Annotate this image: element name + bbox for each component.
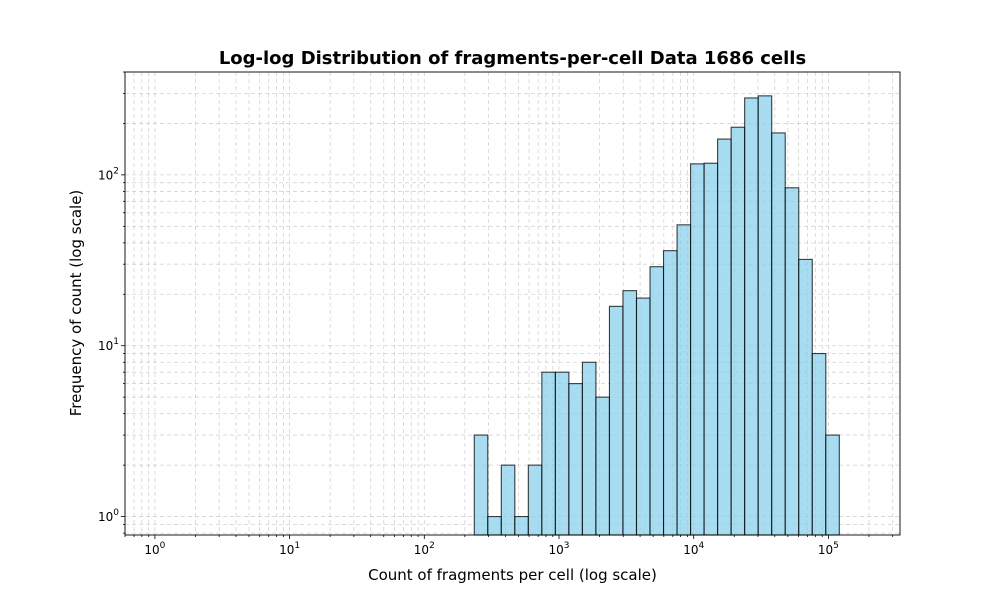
histogram-bar [500, 464, 516, 536]
x-tick-label: 100 [144, 541, 165, 557]
histogram-bar [757, 95, 773, 536]
histogram-bar [811, 352, 827, 536]
histogram-bar [527, 464, 543, 536]
histogram-bar [514, 516, 529, 536]
x-tick-label: 102 [414, 541, 435, 557]
histogram-bar [581, 361, 597, 536]
y-tick-label: 101 [98, 337, 119, 353]
histogram-bar [784, 187, 800, 536]
x-tick-label: 103 [548, 541, 569, 557]
histogram-bar [487, 516, 502, 536]
histogram-bar [662, 250, 678, 536]
histogram-bar [554, 371, 570, 536]
histogram-bar [608, 305, 624, 536]
x-tick-label: 104 [683, 541, 704, 557]
histogram-bar [730, 126, 746, 536]
y-axis-label: Frequency of count (log scale) [67, 190, 85, 417]
histogram-bar [635, 297, 651, 536]
histogram-bar [744, 97, 759, 536]
histogram-bar [690, 163, 705, 536]
histogram-bar [622, 290, 638, 536]
x-tick-label: 101 [279, 541, 300, 557]
histogram-bar [541, 371, 556, 536]
histogram-bar [676, 224, 692, 536]
axis-ticks: 100 101 102 103 104 105 100 101 102 [98, 71, 894, 557]
histogram-bar [717, 138, 732, 536]
histogram-bar [595, 396, 611, 536]
chart-title: Log-log Distribution of fragments-per-ce… [219, 48, 806, 69]
x-axis-label: Count of fragments per cell (log scale) [368, 566, 657, 584]
histogram-bar [825, 434, 840, 536]
histogram-bar [771, 132, 786, 536]
histogram-bar [473, 434, 489, 536]
y-tick-label: 100 [98, 508, 119, 524]
histogram-bar [703, 162, 719, 536]
plot-frame [124, 71, 901, 536]
x-tick-label: 105 [818, 541, 839, 557]
histogram-bar [649, 266, 665, 536]
histogram-bar [798, 258, 813, 536]
bars [473, 95, 840, 536]
histogram-bar [568, 383, 583, 536]
y-tick-label: 102 [98, 166, 119, 182]
